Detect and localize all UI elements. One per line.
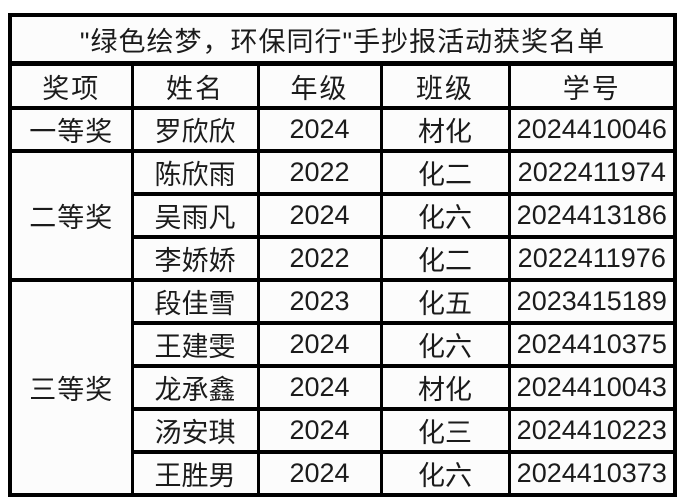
grade-cell: 2024 [256,192,383,239]
name-cell: 段佳雪 [130,278,260,325]
name-cell: 龙承鑫 [130,364,260,411]
name-cell: 王建雯 [130,321,260,368]
award-cell-third-prize: 三等奖 [8,278,134,497]
grade-cell: 2022 [256,149,383,196]
class-cell: 化二 [379,235,511,282]
student-id-cell: 2024410223 [507,407,677,454]
table-header-row: 奖项 姓名 年级 班级 学号 [8,61,677,110]
header-student-id: 学号 [507,61,677,110]
student-id-cell: 2024410043 [507,364,677,411]
grade-cell: 2022 [256,235,383,282]
table-row: 龙承鑫 2024 材化 2024410043 [10,364,677,411]
grade-cell: 2024 [256,364,383,411]
class-cell: 化二 [379,149,511,196]
table-row: 李娇娇 2022 化二 2022411976 [10,235,677,282]
header-grade: 年级 [256,61,383,110]
class-cell: 化五 [379,278,511,325]
name-cell: 罗欣欣 [130,106,260,153]
table-row: 王建雯 2024 化六 2024410375 [10,321,677,368]
table-row: 三等奖 段佳雪 2023 化五 2023415189 [8,278,677,497]
name-cell: 王胜男 [130,450,260,497]
name-cell: 陈欣雨 [130,149,260,196]
class-cell: 材化 [379,106,511,153]
grade-cell: 2024 [256,450,383,497]
name-cell: 李娇娇 [130,235,260,282]
award-cell-first-prize: 一等奖 [8,106,134,153]
header-award: 奖项 [8,61,134,110]
class-cell: 化六 [379,450,511,497]
table-row: 汤安琪 2024 化三 2024410223 [10,407,677,454]
student-id-cell: 2024410373 [507,450,677,497]
header-name: 姓名 [130,61,260,110]
grade-cell: 2024 [256,321,383,368]
table-title-row: "绿色绘梦，环保同行"手抄报活动获奖名单 [8,13,677,66]
class-cell: 化六 [379,321,511,368]
table-title: "绿色绘梦，环保同行"手抄报活动获奖名单 [8,13,677,66]
award-cell-second-prize: 二等奖 [8,149,134,282]
table-row: 一等奖 罗欣欣 2024 材化 2024410046 [8,106,677,153]
header-class: 班级 [379,61,511,110]
student-id-cell: 2022411974 [507,149,677,196]
grade-cell: 2024 [256,106,383,153]
student-id-cell: 2024410046 [507,106,677,153]
student-id-cell: 2024413186 [507,192,677,239]
class-cell: 化六 [379,192,511,239]
student-id-cell: 2024410375 [507,321,677,368]
grade-cell: 2023 [256,278,383,325]
name-cell: 汤安琪 [130,407,260,454]
table-row: 吴雨凡 2024 化六 2024413186 [10,192,677,239]
class-cell: 材化 [379,364,511,411]
student-id-cell: 2022411976 [507,235,677,282]
grade-cell: 2024 [256,407,383,454]
award-list-table: "绿色绘梦，环保同行"手抄报活动获奖名单 奖项 姓名 年级 班级 学号 一等奖 … [8,13,678,497]
class-cell: 化三 [379,407,511,454]
name-cell: 吴雨凡 [130,192,260,239]
student-id-cell: 2023415189 [507,278,677,325]
table-row: 二等奖 陈欣雨 2022 化二 2022411974 [8,149,677,282]
